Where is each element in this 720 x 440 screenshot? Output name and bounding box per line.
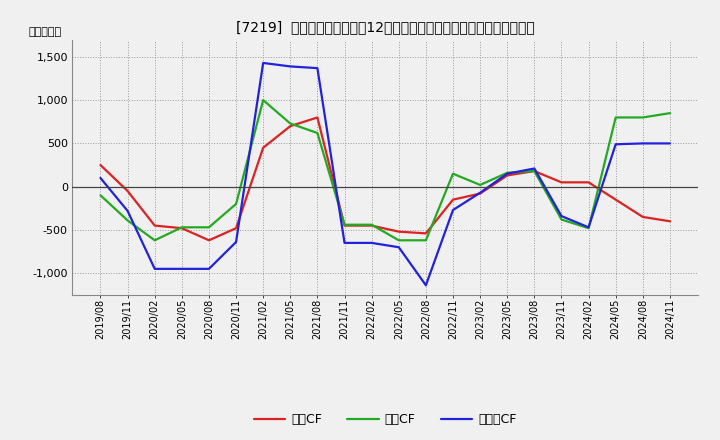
- 営業CF: [96, 162, 105, 168]
- 投資CF: [530, 169, 539, 174]
- 営業CF: [611, 197, 620, 202]
- フリーCF: [367, 240, 376, 246]
- 営業CF: [367, 223, 376, 228]
- フリーCF: [286, 64, 294, 69]
- フリーCF: [449, 207, 457, 213]
- 営業CF: [530, 169, 539, 174]
- 投資CF: [639, 115, 647, 120]
- 投資CF: [150, 238, 159, 243]
- Legend: 営業CF, 投資CF, フリーCF: 営業CF, 投資CF, フリーCF: [249, 408, 521, 431]
- 営業CF: [449, 197, 457, 202]
- 投資CF: [286, 121, 294, 126]
- 営業CF: [259, 145, 268, 150]
- 営業CF: [341, 223, 349, 228]
- 投資CF: [584, 226, 593, 231]
- Line: 投資CF: 投資CF: [101, 100, 670, 240]
- 営業CF: [665, 219, 674, 224]
- 投資CF: [259, 98, 268, 103]
- 投資CF: [232, 202, 240, 207]
- Line: 営業CF: 営業CF: [101, 117, 670, 240]
- 営業CF: [150, 223, 159, 228]
- 投資CF: [449, 171, 457, 176]
- 営業CF: [584, 180, 593, 185]
- フリーCF: [395, 245, 403, 250]
- 投資CF: [204, 225, 213, 230]
- フリーCF: [421, 282, 430, 288]
- 営業CF: [557, 180, 566, 185]
- 投資CF: [341, 222, 349, 227]
- 投資CF: [178, 225, 186, 230]
- 投資CF: [96, 193, 105, 198]
- 投資CF: [367, 222, 376, 227]
- 営業CF: [232, 226, 240, 231]
- 営業CF: [421, 231, 430, 236]
- フリーCF: [341, 240, 349, 246]
- フリーCF: [530, 166, 539, 171]
- 投資CF: [611, 115, 620, 120]
- フリーCF: [611, 142, 620, 147]
- 営業CF: [639, 214, 647, 220]
- フリーCF: [96, 176, 105, 181]
- 営業CF: [313, 115, 322, 120]
- Title: [7219]  キャッシュフローの12か月移動合計の対前年同期増減額の推移: [7219] キャッシュフローの12か月移動合計の対前年同期増減額の推移: [236, 20, 534, 34]
- フリーCF: [204, 266, 213, 271]
- 営業CF: [123, 188, 132, 194]
- 投資CF: [557, 217, 566, 222]
- フリーCF: [584, 225, 593, 230]
- Line: フリーCF: フリーCF: [101, 63, 670, 285]
- フリーCF: [476, 190, 485, 195]
- 投資CF: [665, 110, 674, 116]
- 投資CF: [395, 238, 403, 243]
- 投資CF: [476, 182, 485, 187]
- フリーCF: [557, 213, 566, 219]
- フリーCF: [259, 60, 268, 66]
- フリーCF: [178, 266, 186, 271]
- 投資CF: [123, 218, 132, 223]
- フリーCF: [150, 266, 159, 271]
- 投資CF: [421, 238, 430, 243]
- フリーCF: [665, 141, 674, 146]
- Text: （百万円）: （百万円）: [28, 27, 61, 37]
- フリーCF: [503, 171, 511, 176]
- 投資CF: [313, 130, 322, 136]
- フリーCF: [232, 239, 240, 245]
- 営業CF: [178, 226, 186, 231]
- 営業CF: [204, 238, 213, 243]
- 営業CF: [395, 229, 403, 234]
- 投資CF: [503, 170, 511, 176]
- フリーCF: [123, 208, 132, 213]
- 営業CF: [503, 173, 511, 178]
- フリーCF: [313, 66, 322, 71]
- 営業CF: [476, 191, 485, 196]
- 営業CF: [286, 124, 294, 129]
- フリーCF: [639, 141, 647, 146]
